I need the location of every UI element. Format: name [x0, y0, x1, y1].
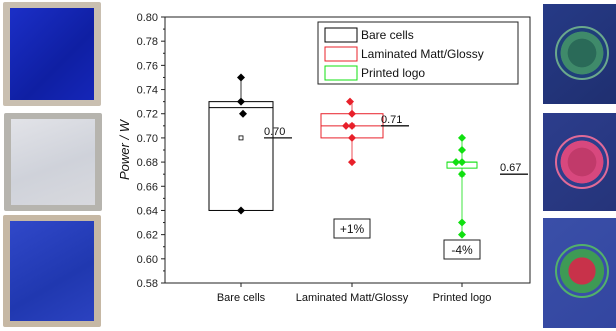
change-box-2 — [443, 239, 481, 260]
point-0-0 — [237, 73, 245, 82]
y-tick-label: 0.58 — [137, 278, 158, 290]
point-2-1 — [458, 146, 466, 154]
data-points — [237, 73, 466, 239]
axes: 0.58 0.60 0.62 0.64 0.66 0.68 0.70 0.72 0.74 0.76… — [117, 12, 531, 304]
point-2-0 — [458, 133, 466, 142]
point-1-3 — [342, 121, 350, 130]
box-0 — [208, 101, 274, 211]
point-0-1 — [237, 97, 245, 106]
legend-swatch-2 — [324, 65, 358, 81]
y-tick-label: 0.60 — [137, 254, 158, 266]
boxes — [208, 77, 478, 235]
legend-swatch-0 — [324, 27, 358, 43]
mean-label-0: 0.70 — [264, 126, 285, 138]
y-tick-label: 0.68 — [137, 157, 158, 169]
y-axis-title: Power / W — [117, 118, 132, 180]
y-tick-label: 0.80 — [137, 12, 158, 24]
legend: Bare cells Laminated Matt/Glossy Printed l… — [317, 21, 519, 85]
photo-logo-green — [543, 4, 616, 104]
y-tick-label: 0.72 — [137, 109, 158, 121]
point-2-6 — [458, 230, 466, 239]
legend-label-1: Laminated Matt/Glossy — [361, 47, 484, 61]
point-1-0 — [346, 97, 354, 106]
x-category-label: Printed logo — [433, 292, 492, 304]
point-1-2 — [348, 121, 356, 130]
photo-logo-red-green — [543, 218, 616, 328]
point-0-3 — [237, 206, 245, 215]
point-1-5 — [348, 158, 356, 167]
photo-printed-cell — [3, 215, 101, 327]
change-box-1 — [333, 218, 371, 239]
change-label-1: +1% — [340, 222, 365, 236]
photo-bare-cell — [3, 2, 101, 106]
point-1-4 — [348, 133, 356, 142]
legend-box — [317, 21, 519, 85]
mean-label-1: 0.71 — [381, 114, 402, 126]
legend-swatch-1 — [324, 46, 358, 62]
x-category-label: Laminated Matt/Glossy — [296, 292, 409, 304]
y-tick-label: 0.62 — [137, 230, 158, 242]
change-label-2: -4% — [451, 243, 473, 257]
y-tick-label: 0.66 — [137, 181, 158, 193]
photo-laminated-cell — [4, 113, 102, 211]
point-2-4 — [458, 170, 466, 179]
y-tick-label: 0.74 — [137, 85, 158, 97]
mean-marker-0 — [238, 135, 244, 141]
point-2-2 — [458, 158, 466, 167]
annotations: 0.70 0.71 +1% 0.67 -4% — [264, 114, 528, 260]
y-tick-label: 0.76 — [137, 60, 158, 72]
y-tick-label: 0.64 — [137, 205, 158, 217]
photo-logo-pink — [543, 113, 616, 211]
point-2-5 — [458, 218, 466, 227]
y-tick-label: 0.70 — [137, 133, 158, 145]
legend-label-0: Bare cells — [361, 28, 414, 42]
x-category-label: Bare cells — [217, 292, 266, 304]
legend-label-2: Printed logo — [361, 66, 425, 80]
point-0-2 — [239, 109, 247, 118]
y-tick-label: 0.78 — [137, 36, 158, 48]
point-1-1 — [348, 109, 356, 118]
mean-label-2: 0.67 — [500, 162, 521, 174]
point-2-3 — [452, 158, 460, 167]
